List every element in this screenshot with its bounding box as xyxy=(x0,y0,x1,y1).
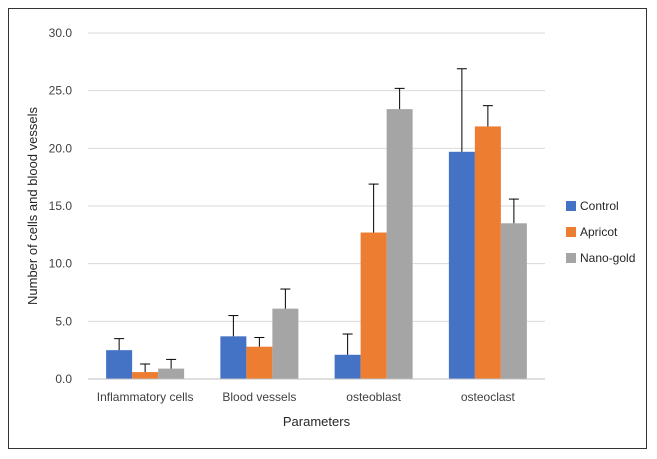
y-tick-label: 20.0 xyxy=(49,141,73,155)
y-tick-label: 10.0 xyxy=(49,257,73,271)
legend-label: Nano-gold xyxy=(580,251,635,265)
x-axis-title: Parameters xyxy=(283,414,351,429)
bar-apricot-1 xyxy=(246,346,273,379)
bar-nano-gold-0 xyxy=(158,368,185,379)
error-bar xyxy=(114,338,125,351)
error-bar xyxy=(166,358,177,369)
bar-control-2 xyxy=(334,354,361,379)
bar-nano-gold-1 xyxy=(272,308,299,379)
x-tick-label: osteoblast xyxy=(346,390,401,404)
bar-nano-gold-3 xyxy=(500,223,527,379)
bar-control-3 xyxy=(448,151,475,379)
legend: Control Apricot Nano-gold xyxy=(566,199,635,265)
bar-nano-gold-2 xyxy=(386,109,413,380)
x-tick-label: Inflammatory cells xyxy=(97,390,194,404)
y-tick-label: 0.0 xyxy=(55,372,72,386)
legend-item-control: Control xyxy=(566,199,619,213)
y-tick-label: 5.0 xyxy=(55,314,72,328)
x-tick-label: Blood vessels xyxy=(222,390,296,404)
error-bar xyxy=(508,198,519,224)
error-bar xyxy=(394,87,405,110)
error-bar xyxy=(140,363,151,373)
bar-control-0 xyxy=(106,350,133,379)
y-tick-label: 30.0 xyxy=(49,26,73,40)
error-bar xyxy=(228,315,239,337)
bar-apricot-2 xyxy=(360,232,387,379)
y-tick-label: 25.0 xyxy=(49,84,73,98)
x-axis-tick-labels: Inflammatory cells Blood vessels osteoblas… xyxy=(97,390,516,404)
error-bar xyxy=(368,183,379,233)
bar-apricot-0 xyxy=(132,372,159,379)
bar-apricot-3 xyxy=(474,126,501,379)
legend-item-apricot: Apricot xyxy=(566,225,618,239)
bar-control-1 xyxy=(220,336,247,379)
legend-label: Apricot xyxy=(580,225,618,239)
legend-swatch xyxy=(566,201,576,211)
error-bars xyxy=(114,68,519,373)
legend-swatch xyxy=(566,227,576,237)
error-bar xyxy=(254,336,265,347)
legend-item-nano-gold: Nano-gold xyxy=(566,251,635,265)
error-bar xyxy=(280,288,291,309)
bars xyxy=(106,109,527,380)
y-tick-label: 15.0 xyxy=(49,199,73,213)
legend-swatch xyxy=(566,253,576,263)
legend-label: Control xyxy=(580,199,619,213)
error-bar xyxy=(482,105,493,127)
error-bar xyxy=(456,68,467,152)
x-tick-label: osteoclast xyxy=(461,390,516,404)
y-axis-title: Number of cells and blood vessels xyxy=(25,107,40,305)
error-bar xyxy=(342,333,353,355)
y-axis-tick-labels: 0.0 5.0 10.0 15.0 20.0 25.0 30.0 xyxy=(49,26,73,386)
